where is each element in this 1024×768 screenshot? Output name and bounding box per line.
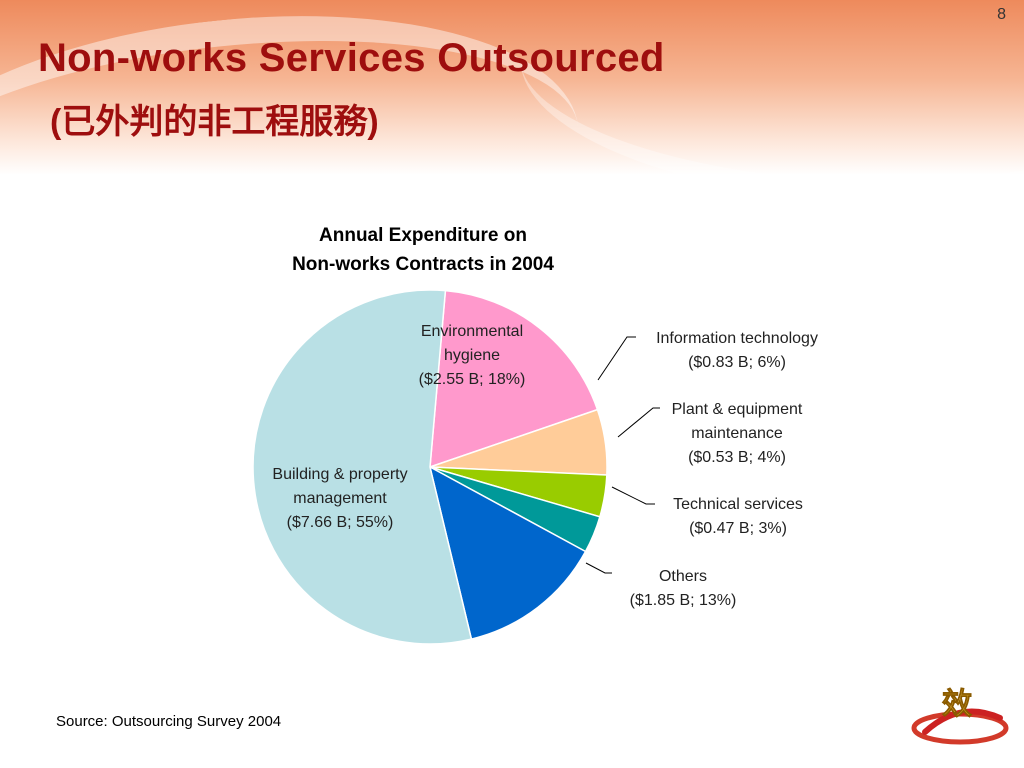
leader-line [611,486,655,505]
slice-label: Others ($1.85 B; 13%) [630,568,737,609]
slice-label-line: Plant & equipment [672,401,803,418]
logo-icon: 效 [911,687,1009,745]
banner-swirl [512,0,1024,175]
slice-label-line: Building & property [272,466,407,483]
banner-swirl [0,0,594,175]
slice-label-line: Technical services [673,496,803,513]
header-banner [0,0,1024,175]
slice-label: Technical services ($0.47 B; 3%) [673,496,803,537]
chart-title-line: Non-works Contracts in 2004 [292,254,554,275]
slice-label-line: ($2.55 B; 18%) [419,371,526,388]
chart-title-line: Annual Expenditure on [319,225,527,246]
leader-line [617,407,660,438]
slice-label: Building & property management ($7.66 B; 5… [272,466,407,531]
slice-label: Plant & equipment maintenance ($0.53 B; 4%… [672,401,803,466]
slice-label: Environmental hygiene ($2.55 B; 18%) [419,323,526,388]
slide-title: Non-works Services Outsourced [38,36,665,80]
slice-label: Information technology ($0.83 B; 6%) [656,330,818,371]
pie-slice [428,465,587,640]
slide-subtitle: (已外判的非工程服務) [50,103,379,141]
pie-slice [429,289,599,469]
logo-glyph: 效 [942,687,972,722]
slice-label-line: ($7.66 B; 55%) [287,514,394,531]
chart-title: Annual Expenditure on Non-works Contracts… [292,225,554,275]
slice-label-line: Information technology [656,330,818,347]
slice-label-line: Others [659,568,707,585]
slice-label-line: management [293,490,387,507]
pie-chart: Annual Expenditure on Non-works Contracts… [252,225,818,645]
slice-label-line: ($0.47 B; 3%) [689,520,787,537]
slice-label-line: ($0.83 B; 6%) [688,354,786,371]
leader-line [597,336,636,381]
slice-label-line: hygiene [444,347,500,364]
source-note: Source: Outsourcing Survey 2004 [56,713,282,730]
slice-label-line: ($0.53 B; 4%) [688,449,786,466]
slide-number: 8 [997,6,1006,23]
logo-swoosh [922,708,1003,735]
slice-label-line: maintenance [691,425,783,442]
slice-label-line: Environmental [421,323,523,340]
slice-label-line: ($1.85 B; 13%) [630,592,737,609]
leader-line [585,562,612,574]
pie-slice [252,289,473,645]
